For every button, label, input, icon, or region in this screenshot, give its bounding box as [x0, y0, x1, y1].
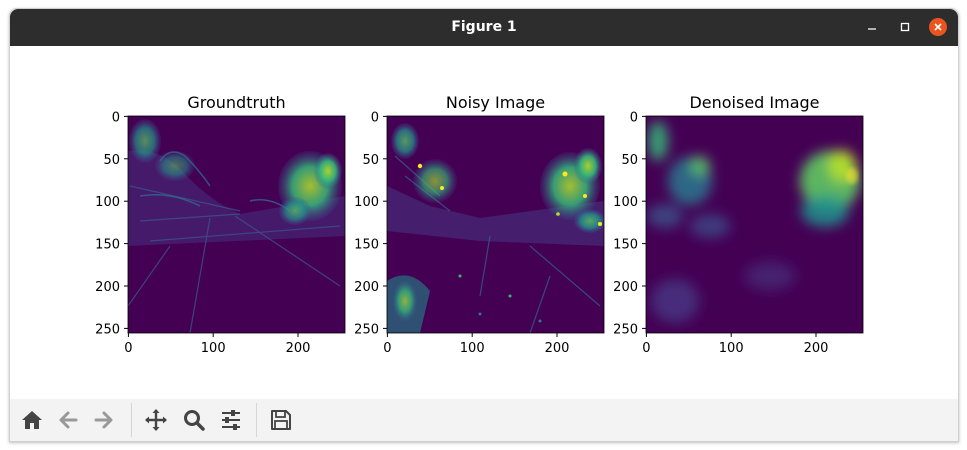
x-tick-label: 200	[545, 341, 570, 356]
back-icon	[59, 411, 78, 429]
x-tick-label: 0	[383, 341, 391, 356]
close-button[interactable]	[929, 18, 947, 36]
maximize-button[interactable]	[896, 18, 914, 36]
y-tick-label: 200	[354, 280, 379, 295]
panel-denoised-image: Denoised Image	[613, 93, 864, 356]
panel-groundtruth: Groundtruth 0 50 100 150	[95, 93, 346, 356]
denoised-image	[646, 116, 863, 333]
minimize-button[interactable]	[863, 18, 881, 36]
y-tick-label: 0	[112, 110, 120, 125]
toolbar-separator	[131, 403, 132, 437]
y-tick-label: 50	[621, 153, 638, 168]
zoom-button[interactable]	[180, 406, 208, 434]
y-tick-label: 200	[613, 280, 638, 295]
title-bar: Figure 1	[10, 9, 958, 46]
x-tick-label: 200	[804, 341, 829, 356]
y-tick-label: 150	[95, 238, 120, 253]
save-icon	[271, 410, 291, 430]
y-tick-label: 250	[613, 322, 638, 337]
forward-button[interactable]	[90, 406, 118, 434]
close-icon	[934, 23, 942, 31]
figure-canvas[interactable]: Groundtruth 0 50 100 150	[10, 46, 958, 399]
home-icon	[22, 411, 42, 429]
y-tick-label: 250	[95, 322, 120, 337]
panel-title: Groundtruth	[187, 93, 285, 112]
pan-button[interactable]	[142, 406, 170, 434]
y-tick-label: 200	[95, 280, 120, 295]
x-tick-label: 100	[201, 341, 226, 356]
x-tick-label: 100	[719, 341, 744, 356]
figure-window: Figure 1	[9, 8, 959, 442]
panel-title: Denoised Image	[689, 93, 819, 112]
x-tick-label: 100	[460, 341, 485, 356]
x-axis-ticks: 0 100 200	[124, 333, 310, 356]
y-tick-label: 150	[613, 238, 638, 253]
y-tick-label: 100	[354, 195, 379, 210]
y-tick-label: 150	[354, 238, 379, 253]
window-title: Figure 1	[451, 19, 517, 35]
toolbar-separator	[256, 403, 257, 437]
save-button[interactable]	[267, 406, 295, 434]
panel-noisy-image: Noisy Image	[354, 93, 605, 356]
y-axis-ticks: 0 50 100 150 200 250	[354, 110, 387, 337]
x-axis-ticks: 0 100 200	[383, 333, 569, 356]
y-tick-label: 50	[103, 153, 120, 168]
x-tick-label: 0	[124, 341, 132, 356]
maximize-icon	[900, 22, 910, 32]
configure-subplots-button[interactable]	[217, 406, 245, 434]
forward-icon	[94, 411, 113, 429]
y-tick-label: 250	[354, 322, 379, 337]
figure-svg: Groundtruth 0 50 100 150	[95, 93, 864, 356]
y-tick-label: 100	[95, 195, 120, 210]
y-tick-label: 50	[362, 153, 379, 168]
configure-subplots-icon	[222, 410, 240, 430]
y-axis-ticks: 0 50 100 150 200 250	[95, 110, 128, 337]
y-tick-label: 0	[371, 110, 379, 125]
noisy-image	[387, 116, 604, 333]
panel-title: Noisy Image	[446, 93, 545, 112]
back-button[interactable]	[54, 406, 82, 434]
x-tick-label: 200	[286, 341, 311, 356]
minimize-icon	[868, 28, 876, 30]
groundtruth-image	[128, 116, 345, 333]
navigation-toolbar	[10, 399, 958, 441]
y-tick-label: 0	[630, 110, 638, 125]
home-button[interactable]	[18, 406, 46, 434]
x-tick-label: 0	[642, 341, 650, 356]
y-tick-label: 100	[613, 195, 638, 210]
zoom-icon	[184, 410, 205, 431]
y-axis-ticks: 0 50 100 150 200 250	[613, 110, 646, 337]
pan-icon	[145, 409, 167, 431]
x-axis-ticks: 0 100 200	[642, 333, 828, 356]
